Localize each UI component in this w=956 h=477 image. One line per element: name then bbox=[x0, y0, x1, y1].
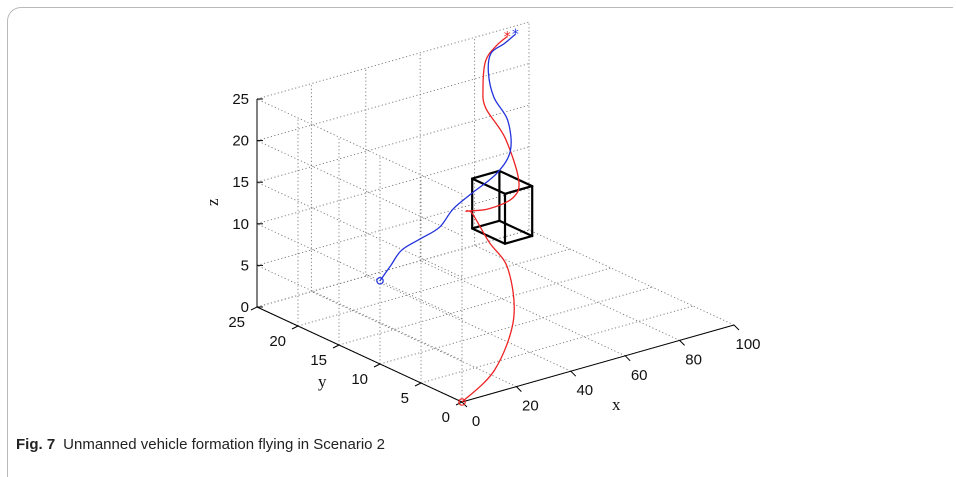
y-tick-mark bbox=[291, 325, 299, 330]
grid-lines bbox=[256, 21, 735, 403]
y-tick-mark bbox=[414, 382, 422, 387]
grid-line bbox=[256, 98, 463, 195]
grid-line bbox=[256, 187, 530, 266]
obstacle-edge bbox=[503, 234, 534, 245]
x-tick-label: 20 bbox=[522, 398, 539, 415]
x-tick-label: 40 bbox=[576, 382, 593, 399]
x-tick-mark bbox=[733, 324, 740, 331]
obstacle-edge bbox=[471, 169, 501, 180]
grid-line bbox=[256, 104, 530, 183]
red-trajectory bbox=[461, 35, 520, 403]
z-tick-label: 10 bbox=[232, 216, 249, 233]
y-tick-label: 5 bbox=[401, 390, 409, 407]
grid-line bbox=[256, 264, 463, 361]
grid-line bbox=[256, 146, 530, 225]
y-tick-label: 0 bbox=[442, 409, 450, 426]
figure-number: Fig. 7 bbox=[16, 436, 56, 453]
obstacle-edge bbox=[471, 219, 501, 230]
obstacle-box bbox=[471, 169, 534, 245]
grid-line bbox=[528, 229, 735, 326]
grid-line bbox=[297, 248, 571, 327]
grid-line bbox=[420, 260, 626, 357]
y-axis-line bbox=[256, 306, 463, 403]
obstacle-edge bbox=[498, 169, 534, 188]
x-tick-mark bbox=[516, 386, 522, 392]
x-tick-label: 80 bbox=[685, 351, 702, 368]
z-axis-label: z bbox=[203, 198, 222, 206]
figure-caption: Fig. 7 Unmanned vehicle formation flying … bbox=[16, 436, 385, 453]
grid-line bbox=[338, 267, 612, 346]
grid-line bbox=[365, 275, 571, 372]
x-tick-label: 60 bbox=[631, 367, 648, 384]
x-axis-label: x bbox=[612, 395, 621, 414]
grid-line bbox=[256, 140, 463, 237]
blue-trajectory bbox=[379, 33, 516, 282]
y-tick-mark bbox=[373, 363, 381, 368]
x-tick-label: 0 bbox=[472, 413, 480, 430]
y-tick-mark bbox=[332, 344, 340, 349]
y-tick-mark bbox=[250, 306, 258, 311]
y-tick-label: 20 bbox=[269, 333, 286, 350]
grid-line bbox=[256, 229, 530, 308]
obstacle-edge bbox=[498, 219, 534, 238]
y-tick-label: 25 bbox=[228, 314, 245, 331]
grid-line bbox=[256, 223, 463, 320]
z-tick-label: 15 bbox=[232, 174, 249, 191]
figure-frame bbox=[7, 7, 953, 477]
y-tick-label: 10 bbox=[351, 371, 368, 388]
x-tick-mark bbox=[570, 370, 577, 377]
caption-text: Unmanned vehicle formation flying in Sce… bbox=[63, 436, 386, 453]
trajectories: * * bbox=[376, 27, 520, 406]
axis-box bbox=[250, 98, 740, 408]
y-axis-label: y bbox=[318, 372, 327, 391]
x-tick-label: 100 bbox=[735, 336, 760, 353]
z-tick-label: 25 bbox=[232, 91, 249, 108]
grid-line bbox=[256, 181, 463, 278]
blue-start-marker bbox=[376, 276, 384, 285]
x-axis-line bbox=[461, 324, 735, 403]
x-tick-mark bbox=[679, 340, 685, 346]
grid-line bbox=[379, 286, 653, 365]
blue-end-marker: * bbox=[512, 27, 519, 43]
grid-line bbox=[256, 21, 530, 100]
red-start-marker bbox=[458, 398, 466, 406]
grid-line bbox=[256, 63, 530, 142]
grid-line bbox=[474, 244, 680, 341]
obstacle-edge bbox=[471, 227, 507, 245]
x-tick-mark bbox=[624, 355, 631, 362]
y-tick-label: 15 bbox=[310, 352, 327, 369]
z-tick-label: 20 bbox=[232, 133, 249, 150]
z-tick-label: 0 bbox=[241, 299, 249, 316]
z-tick-label: 5 bbox=[241, 257, 249, 274]
grid-line bbox=[311, 291, 517, 388]
grid-line bbox=[420, 305, 694, 384]
red-end-marker: * bbox=[504, 29, 511, 45]
